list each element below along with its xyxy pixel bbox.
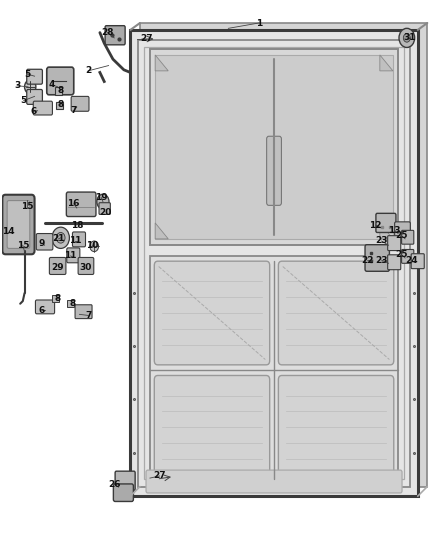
Text: 21: 21 [52, 235, 65, 244]
Text: 15: 15 [21, 203, 33, 212]
Text: 12: 12 [369, 221, 382, 230]
Text: 25: 25 [396, 251, 408, 260]
FancyBboxPatch shape [67, 248, 80, 263]
Text: 5: 5 [24, 70, 30, 78]
Circle shape [399, 28, 415, 47]
FancyBboxPatch shape [7, 200, 30, 248]
Text: 24: 24 [405, 256, 417, 265]
FancyBboxPatch shape [105, 26, 125, 45]
Text: 19: 19 [95, 193, 107, 202]
Text: 1: 1 [256, 19, 262, 28]
FancyBboxPatch shape [36, 233, 53, 250]
FancyBboxPatch shape [27, 90, 42, 104]
Polygon shape [380, 223, 393, 239]
Text: 29: 29 [51, 263, 64, 272]
Text: 22: 22 [361, 256, 374, 265]
FancyBboxPatch shape [35, 300, 55, 314]
FancyBboxPatch shape [154, 375, 270, 479]
Text: 8: 8 [57, 100, 64, 109]
FancyBboxPatch shape [55, 87, 62, 95]
Text: 8: 8 [69, 299, 76, 308]
FancyBboxPatch shape [146, 470, 402, 493]
Text: 6: 6 [30, 107, 36, 116]
Text: 15: 15 [17, 241, 29, 250]
FancyBboxPatch shape [47, 67, 74, 95]
FancyBboxPatch shape [395, 222, 410, 240]
FancyBboxPatch shape [376, 213, 396, 232]
FancyBboxPatch shape [71, 96, 89, 111]
FancyBboxPatch shape [52, 295, 59, 302]
Text: 10: 10 [86, 241, 99, 250]
Text: 27: 27 [153, 472, 166, 480]
FancyBboxPatch shape [99, 203, 110, 214]
FancyBboxPatch shape [115, 471, 135, 490]
Text: 7: 7 [71, 106, 77, 115]
Text: 8: 8 [54, 294, 61, 303]
FancyBboxPatch shape [279, 261, 394, 365]
Polygon shape [155, 55, 168, 71]
Text: 14: 14 [2, 228, 15, 237]
Text: 31: 31 [404, 34, 416, 43]
Text: 9: 9 [39, 239, 45, 248]
Text: 30: 30 [79, 263, 92, 272]
FancyBboxPatch shape [72, 232, 85, 247]
Circle shape [57, 232, 65, 243]
Text: 13: 13 [389, 226, 401, 235]
FancyBboxPatch shape [56, 102, 63, 109]
Text: 20: 20 [99, 208, 112, 217]
Text: 11: 11 [69, 237, 81, 246]
Text: 11: 11 [64, 252, 77, 260]
Text: 5: 5 [21, 96, 27, 105]
Text: 6: 6 [39, 305, 45, 314]
Circle shape [97, 194, 109, 209]
Text: 8: 8 [57, 85, 64, 94]
Text: 7: 7 [85, 311, 91, 320]
FancyBboxPatch shape [279, 375, 394, 479]
Text: 16: 16 [67, 199, 80, 208]
FancyBboxPatch shape [66, 192, 96, 216]
Text: 28: 28 [101, 28, 113, 37]
Polygon shape [140, 23, 427, 487]
Text: 26: 26 [108, 480, 120, 489]
Text: 27: 27 [140, 35, 153, 44]
FancyBboxPatch shape [67, 300, 74, 308]
Circle shape [25, 80, 36, 94]
FancyBboxPatch shape [33, 101, 53, 115]
FancyBboxPatch shape [75, 305, 92, 319]
FancyBboxPatch shape [388, 255, 401, 270]
Polygon shape [155, 55, 393, 239]
FancyBboxPatch shape [411, 254, 424, 269]
FancyBboxPatch shape [402, 230, 414, 244]
Polygon shape [150, 256, 398, 484]
FancyBboxPatch shape [27, 69, 42, 84]
Polygon shape [155, 223, 168, 239]
FancyBboxPatch shape [78, 257, 94, 274]
FancyBboxPatch shape [2, 195, 35, 254]
Text: 25: 25 [396, 231, 408, 240]
Polygon shape [131, 30, 418, 496]
Circle shape [90, 241, 99, 252]
Text: 4: 4 [49, 80, 55, 89]
Text: 3: 3 [14, 81, 20, 90]
Text: 23: 23 [375, 256, 388, 264]
Polygon shape [380, 55, 393, 71]
Circle shape [403, 34, 410, 42]
Circle shape [52, 227, 69, 248]
FancyBboxPatch shape [113, 484, 134, 502]
Text: 2: 2 [85, 67, 91, 75]
FancyBboxPatch shape [388, 236, 401, 251]
Text: 23: 23 [375, 237, 388, 246]
Text: 18: 18 [71, 221, 83, 230]
FancyBboxPatch shape [267, 136, 282, 205]
FancyBboxPatch shape [402, 249, 414, 263]
FancyBboxPatch shape [365, 245, 389, 271]
FancyBboxPatch shape [49, 257, 66, 274]
FancyBboxPatch shape [154, 261, 270, 365]
Polygon shape [150, 49, 398, 245]
